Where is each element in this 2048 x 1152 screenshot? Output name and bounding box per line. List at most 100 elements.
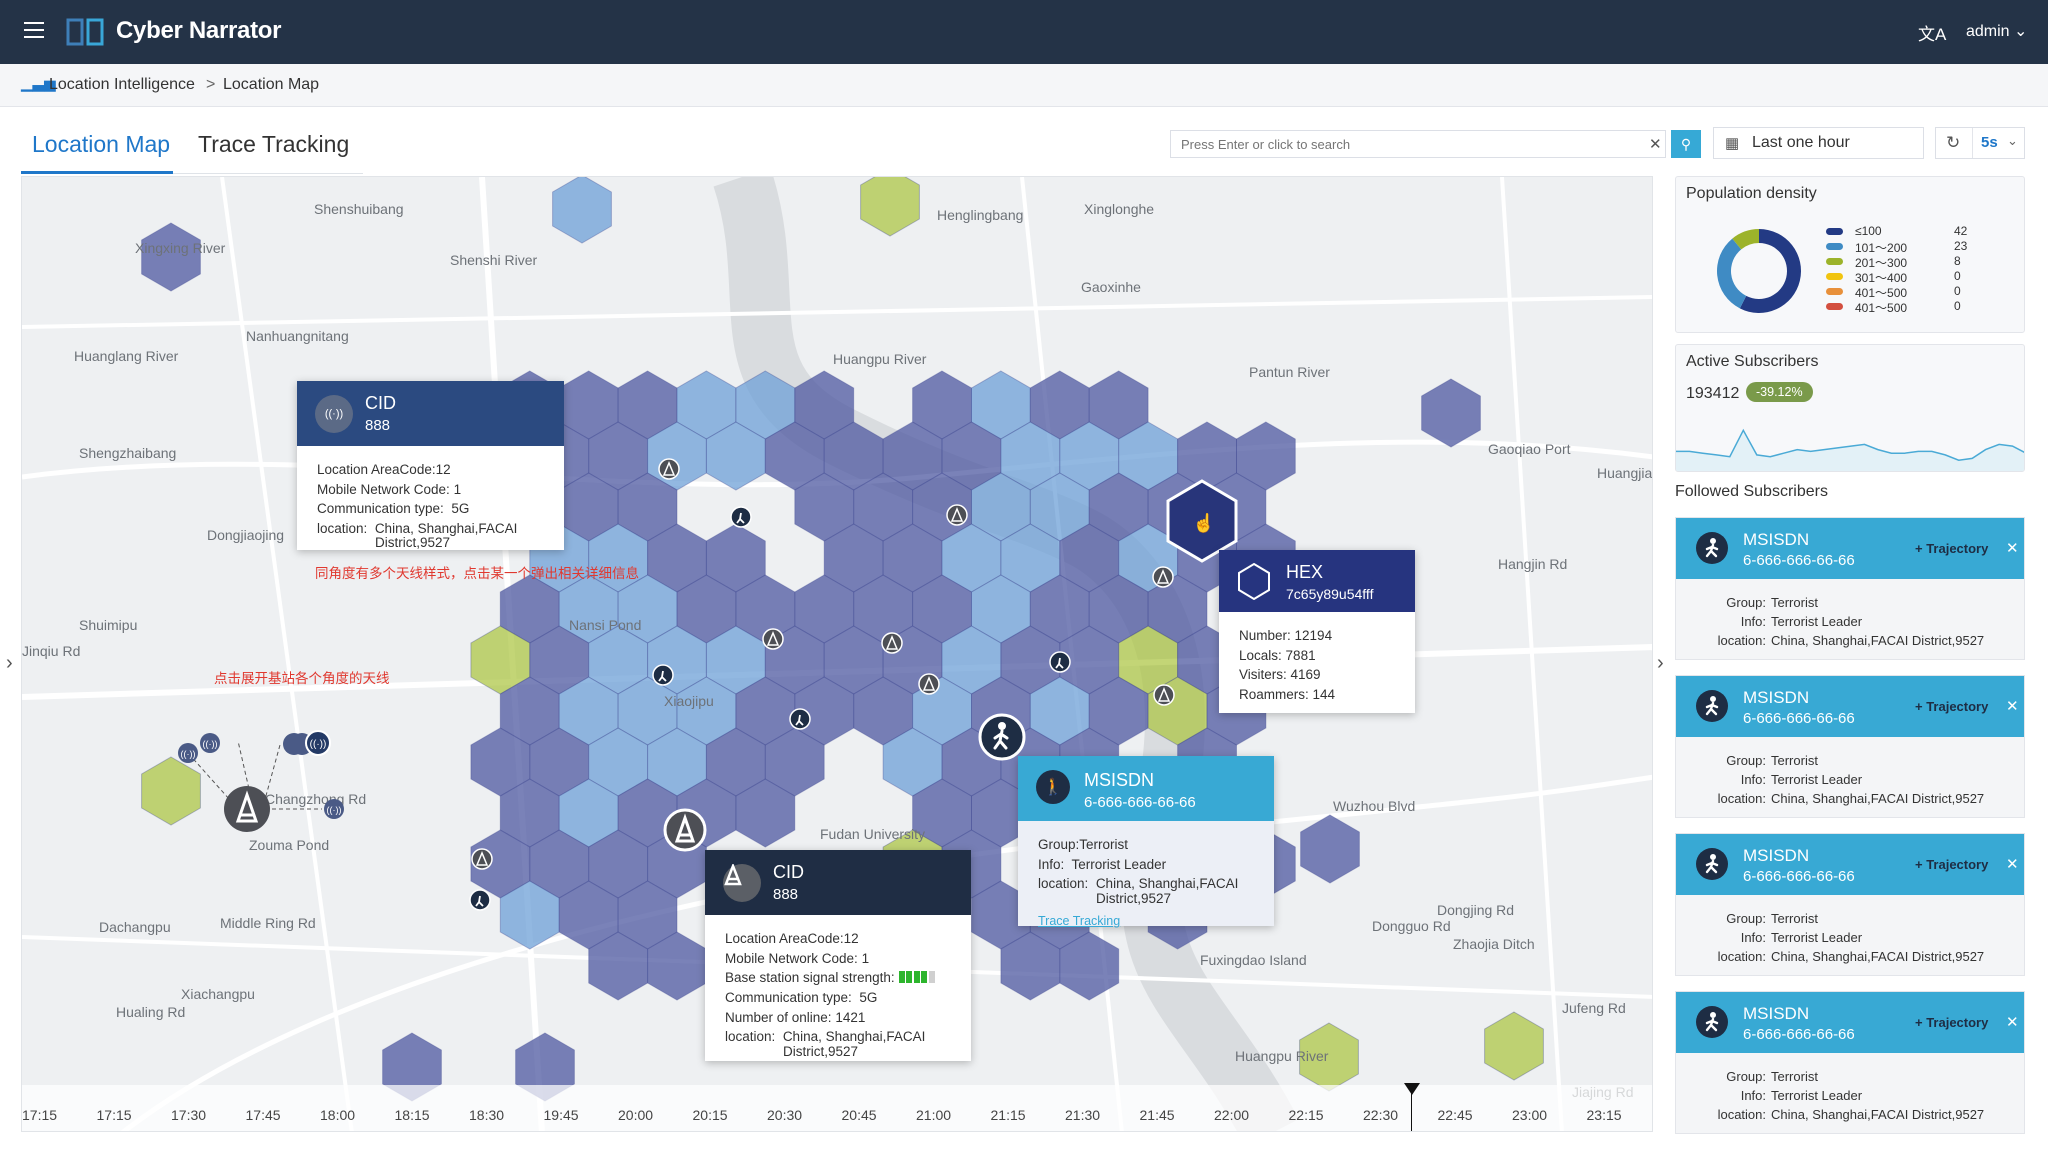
map-place-label: Nanhuangnitang [246,328,349,344]
map-canvas[interactable] [22,177,1653,1132]
base-station-icon[interactable] [224,786,270,832]
base-station-icon[interactable] [658,458,680,480]
popup-id: 888 [365,417,391,434]
followed-subscriber-card[interactable]: MSISDN 6-666-666-66-66 + Trajectory ✕ Gr… [1675,833,2025,976]
subscriber-type: MSISDN [1743,688,1810,707]
field-label: Group: [1726,1069,1766,1084]
followed-subscriber-card[interactable]: MSISDN 6-666-666-66-66 + Trajectory ✕ Gr… [1675,991,2025,1134]
hex-cell[interactable] [1421,378,1481,448]
timeline-tick[interactable]: 20:45 [841,1107,877,1123]
signal-strength-bar [898,969,937,989]
followed-subscriber-card[interactable]: MSISDN 6-666-666-66-66 + Trajectory ✕ Gr… [1675,517,2025,660]
annotation-base-station: 点击展开基站各个角度的天线 [214,671,390,686]
timeline-tick[interactable]: 17:30 [171,1107,207,1123]
legend-value: 0 [1954,284,1961,298]
refresh-interval-select[interactable]: 5s [1981,134,1998,151]
timeline-tick[interactable]: 19:45 [543,1107,579,1123]
menu-icon[interactable] [24,22,44,38]
collapse-left-arrow[interactable]: › [6,652,13,674]
timeline-tick[interactable]: 17:15 [22,1107,58,1123]
timeline-tick[interactable]: 22:45 [1437,1107,1473,1123]
add-trajectory-button[interactable]: + Trajectory [1915,1015,1989,1030]
timeline-slider[interactable]: 17:15 17:15 17:30 17:45 18:00 18:15 18:30 19:45… [22,1083,1652,1131]
person-walking-icon [1696,532,1728,564]
info-row-cont: District,9527 [375,535,451,550]
base-station-marker[interactable] [662,807,708,853]
timeline-tick[interactable]: 18:30 [469,1107,505,1123]
add-trajectory-button[interactable]: + Trajectory [1915,541,1989,556]
info-value: Terrorist Leader [1771,1088,1863,1103]
location-map[interactable]: Shenshuibang Xingxing River Henglingbang Xi… [21,176,1653,1132]
translate-icon[interactable]: 文A [1918,25,1947,44]
person-icon[interactable] [730,506,752,528]
timeline-tick[interactable]: 20:15 [692,1107,728,1123]
followed-subscriber-card[interactable]: MSISDN 6-666-666-66-66 + Trajectory ✕ Gr… [1675,675,2025,818]
refresh-icon[interactable]: ↻ [1946,133,1961,152]
close-icon[interactable]: ✕ [2006,698,2019,715]
timeline-tick[interactable]: 22:00 [1214,1107,1250,1123]
person-icon[interactable] [1049,651,1071,673]
base-station-icon[interactable] [1153,684,1175,706]
timeline-tick[interactable]: 17:45 [245,1107,281,1123]
donut-slice[interactable] [1732,229,1759,250]
tab-location-map[interactable]: Location Map [32,131,171,157]
base-station-icon[interactable] [946,504,968,526]
donut-slice[interactable] [1739,229,1802,313]
timeline-tick[interactable]: 20:00 [618,1107,654,1123]
subscriber-id: 6-666-666-66-66 [1743,552,1855,569]
timeline-tick[interactable]: 18:00 [320,1107,356,1123]
subscriber-marker[interactable] [977,712,1027,762]
user-menu[interactable]: admin ⌄ [1966,21,2027,41]
info-row: Location AreaCode:12 [317,462,451,477]
trace-tracking-link[interactable]: Trace Tracking [1038,914,1121,928]
person-icon[interactable] [652,664,674,686]
antenna-icon[interactable]: ((·)) [178,743,198,763]
timeline-tick[interactable]: 22:30 [1363,1107,1399,1123]
close-icon[interactable]: ✕ [2006,540,2019,557]
base-station-icon[interactable] [1152,566,1174,588]
active-subscribers-card: Active Subscribers 193412 -39.12% [1675,344,2025,472]
antenna-icon[interactable]: ((·)) [305,730,331,756]
time-range-select[interactable]: ▦ Last one hour [1713,127,1924,159]
hex-cell[interactable] [1300,814,1360,884]
selected-hex[interactable]: ☝ [1162,477,1242,567]
close-icon[interactable]: ✕ [2006,856,2019,873]
antenna-icon[interactable]: ((·)) [324,799,344,819]
donut-slice[interactable] [1716,238,1747,309]
timeline-tick[interactable]: 21:45 [1139,1107,1175,1123]
hex-cell[interactable] [141,756,201,826]
search-button[interactable]: ⚲ [1671,130,1701,158]
person-icon[interactable] [789,708,811,730]
hex-cell[interactable] [1484,1011,1544,1081]
tab-trace-tracking[interactable]: Trace Tracking [198,131,350,157]
base-station-icon[interactable] [471,848,493,870]
base-station-icon[interactable] [918,673,940,695]
timeline-tick[interactable]: 20:30 [767,1107,803,1123]
timeline-tick[interactable]: 22:15 [1288,1107,1324,1123]
hex-cell[interactable] [141,222,201,292]
close-icon[interactable]: ✕ [2006,1014,2019,1031]
hex-cell[interactable] [735,778,796,848]
breadcrumb-item[interactable]: Location Intelligence [49,76,195,93]
clear-icon[interactable]: ✕ [1649,136,1662,153]
hex-cell[interactable] [860,177,920,237]
timeline-tick[interactable]: 23:00 [1512,1107,1548,1123]
collapse-right-arrow[interactable]: › [1657,652,1664,674]
timeline-tick[interactable]: 17:15 [96,1107,132,1123]
timeline-tick[interactable]: 21:30 [1065,1107,1101,1123]
hex-cell[interactable] [1059,931,1120,1001]
timeline-cursor[interactable] [1404,1083,1420,1095]
antenna-icon[interactable]: ((·)) [200,733,220,753]
timeline-tick[interactable]: 23:15 [1586,1107,1622,1123]
add-trajectory-button[interactable]: + Trajectory [1915,857,1989,872]
add-trajectory-button[interactable]: + Trajectory [1915,699,1989,714]
hex-cell[interactable] [552,177,612,244]
timeline-tick[interactable]: 21:15 [990,1107,1026,1123]
person-icon[interactable] [469,889,491,911]
base-station-icon[interactable] [762,628,784,650]
base-station-icon[interactable] [881,632,903,654]
timeline-tick[interactable]: 18:15 [394,1107,430,1123]
chevron-down-icon[interactable]: ⌄ [2007,133,2018,148]
search-input[interactable] [1171,131,1611,157]
timeline-tick[interactable]: 21:00 [916,1107,952,1123]
